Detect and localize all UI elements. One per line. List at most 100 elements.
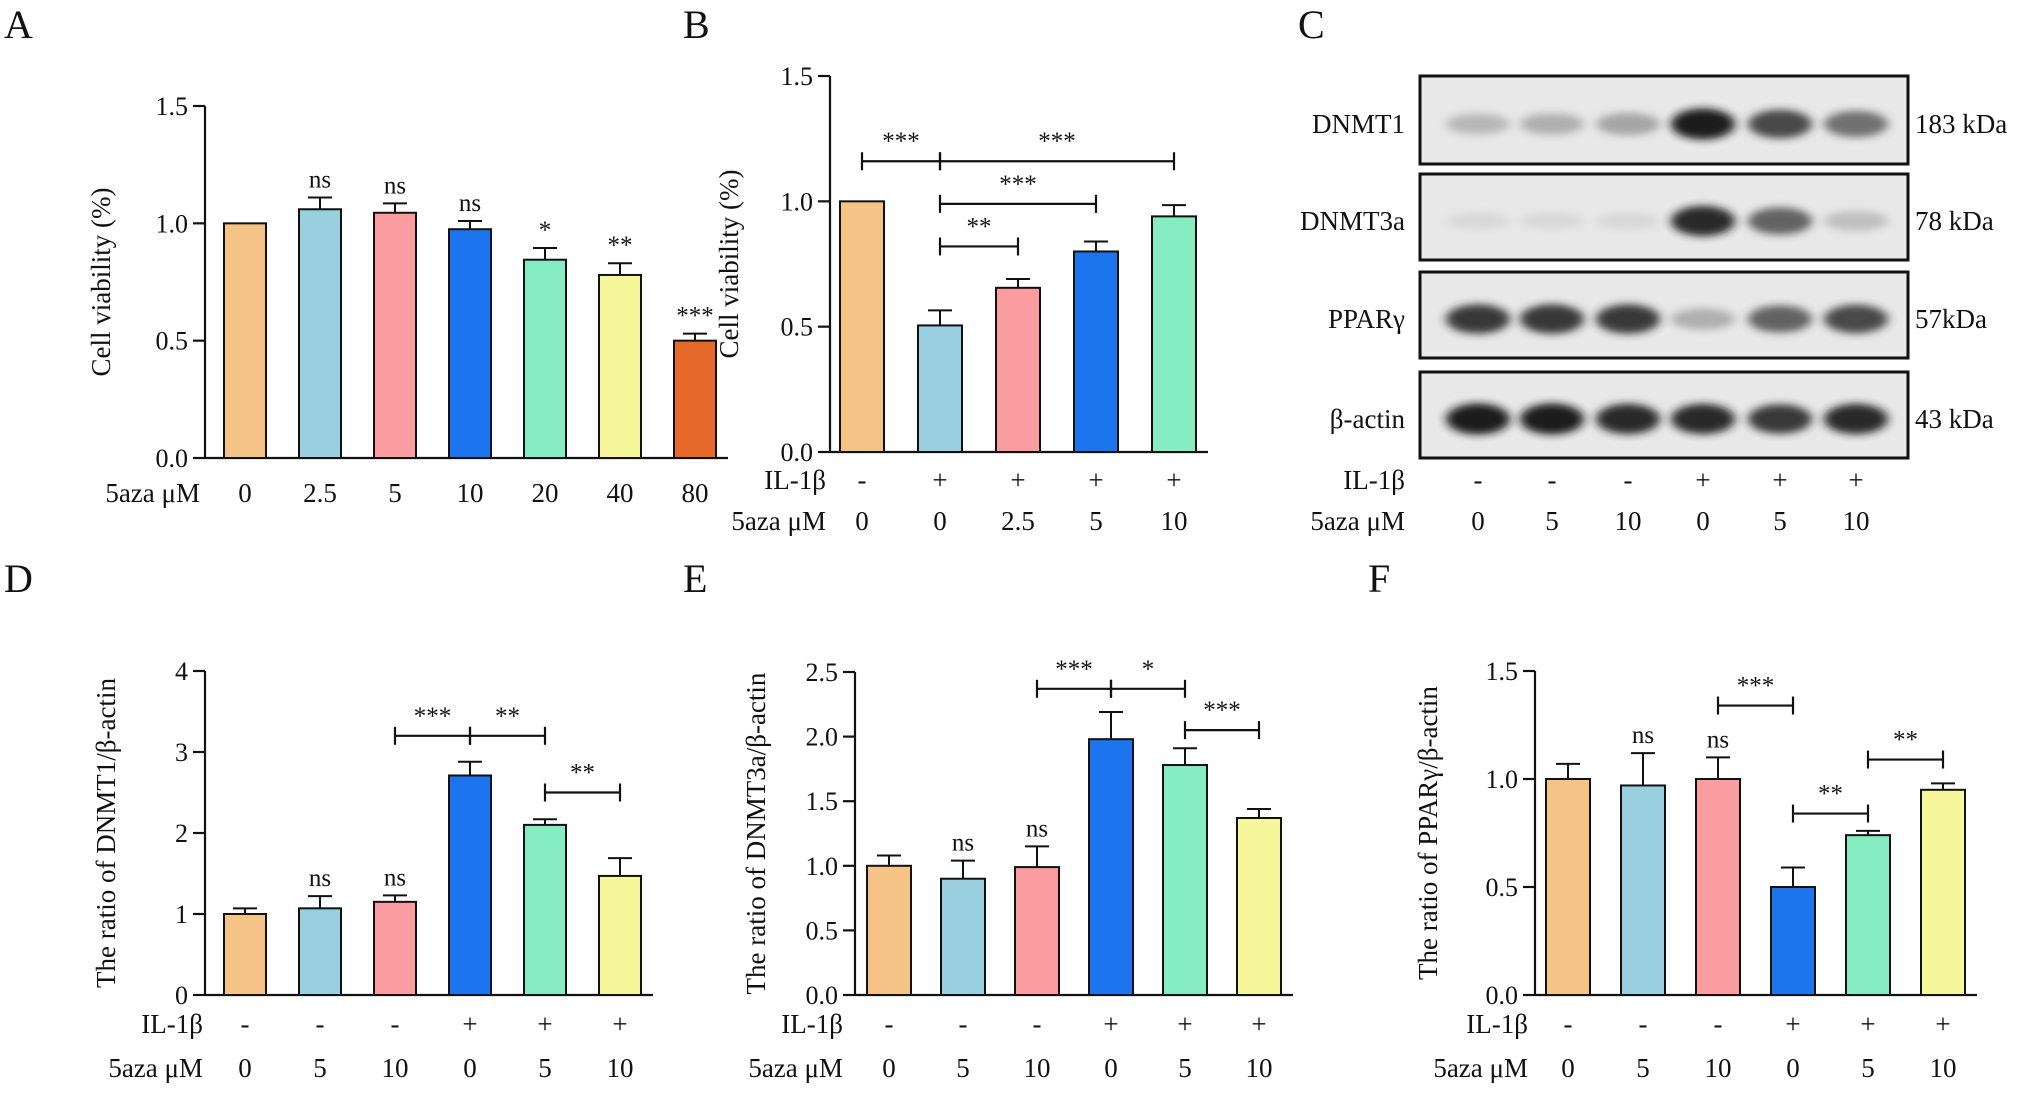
blot-band bbox=[1748, 404, 1812, 434]
bar bbox=[1151, 215, 1197, 453]
blot-band bbox=[1748, 207, 1812, 235]
x-category-label: - bbox=[316, 1009, 325, 1039]
x-category-label: 0 bbox=[933, 506, 947, 536]
x-category-label: 20 bbox=[532, 478, 559, 508]
blot-band bbox=[1748, 109, 1812, 139]
x-category-label: + bbox=[932, 465, 947, 495]
blot-band bbox=[1520, 304, 1584, 334]
blot-lane-label: - bbox=[1624, 465, 1633, 495]
blot-band bbox=[1596, 112, 1660, 136]
y-axis-label: The ratio of DNMT1/β-actin bbox=[91, 678, 121, 988]
bar bbox=[995, 286, 1041, 453]
x-category-label: 10 bbox=[1930, 1053, 1957, 1083]
significance-label: ** bbox=[608, 232, 633, 259]
x-category-label: 0 bbox=[1104, 1053, 1118, 1083]
significance-label: ns bbox=[459, 190, 481, 217]
bracket-label: * bbox=[1142, 656, 1155, 683]
y-tick-label: 0.0 bbox=[156, 444, 189, 473]
significance-label: * bbox=[539, 217, 552, 244]
x-category-label: - bbox=[1714, 1009, 1723, 1039]
y-tick-label: 1.5 bbox=[156, 92, 189, 121]
chart-panel-d: D 0 1 2 3 4 The ratio of DNMT1/β-actin - 0 ns - 5 ns… bbox=[4, 556, 653, 1083]
x-category-label: 2.5 bbox=[303, 478, 337, 508]
bar bbox=[1236, 816, 1282, 996]
bar bbox=[523, 823, 567, 997]
x-row-label: IL-1β bbox=[764, 465, 826, 495]
x-category-label: 80 bbox=[682, 478, 709, 508]
y-axis-label: The ratio of PPARγ/β-actin bbox=[1413, 686, 1443, 980]
x-category-label: 5 bbox=[1178, 1053, 1192, 1083]
bar bbox=[917, 324, 963, 453]
bar bbox=[223, 222, 267, 459]
chart-panel-b: B 0.0 0.5 1.0 1.5 Cell viability (%) - 0 +0 +2.5 +… bbox=[683, 2, 1208, 536]
bar bbox=[940, 877, 986, 996]
panel-letter: B bbox=[683, 2, 710, 47]
significance-label: ns bbox=[309, 865, 331, 892]
y-tick-label: 0.5 bbox=[781, 313, 814, 342]
x-category-label: 10 bbox=[1246, 1053, 1273, 1083]
y-tick-label: 0.5 bbox=[806, 916, 839, 945]
x-category-label: 0 bbox=[855, 506, 869, 536]
blot-band bbox=[1520, 403, 1584, 435]
blot-band bbox=[1671, 205, 1735, 237]
bar bbox=[223, 913, 267, 996]
bar bbox=[598, 874, 642, 996]
x-category-label: 0 bbox=[238, 478, 252, 508]
bracket-label: ** bbox=[495, 703, 520, 730]
bar bbox=[1620, 784, 1666, 996]
x-category-label: - bbox=[241, 1009, 250, 1039]
x-category-label: 0 bbox=[1786, 1053, 1800, 1083]
x-row-label: IL-1β bbox=[141, 1009, 203, 1039]
y-tick-label: 4 bbox=[175, 657, 188, 686]
y-tick-label: 0.5 bbox=[156, 327, 189, 356]
bar bbox=[1845, 834, 1891, 996]
blot-band bbox=[1446, 113, 1510, 135]
panel-letter: E bbox=[683, 556, 707, 601]
bar bbox=[598, 273, 642, 459]
x-category-label: 40 bbox=[607, 478, 634, 508]
x-category-label: - bbox=[1033, 1009, 1042, 1039]
x-category-label: + bbox=[612, 1009, 627, 1039]
bracket-label: ** bbox=[967, 213, 992, 240]
significance-label: ns bbox=[384, 172, 406, 199]
blot-lane-label: 0 bbox=[1696, 506, 1710, 536]
x-row-label: 5aza μM bbox=[748, 1053, 843, 1083]
western-blot-panel: C DNMT1 183 kDa DNMT3a 78 kDa PPARγ 57kDa β-act… bbox=[1298, 2, 2007, 536]
bar bbox=[673, 339, 717, 459]
blot-row-label: 5aza μM bbox=[1310, 506, 1405, 536]
y-tick-label: 1.5 bbox=[1486, 657, 1519, 686]
blot-protein-label: β-actin bbox=[1330, 404, 1406, 434]
x-row-label: 5aza μM bbox=[105, 478, 200, 508]
blot-size-label: 43 kDa bbox=[1915, 404, 1994, 434]
significance-label: ns bbox=[1632, 722, 1654, 749]
y-axis-label: The ratio of DNMT3a/β-actin bbox=[741, 672, 771, 994]
y-tick-label: 0.0 bbox=[1486, 981, 1519, 1010]
x-category-label: 5 bbox=[1636, 1053, 1650, 1083]
x-category-label: 10 bbox=[607, 1053, 634, 1083]
x-category-label: + bbox=[1860, 1009, 1875, 1039]
x-category-label: + bbox=[1785, 1009, 1800, 1039]
bracket-label: *** bbox=[1038, 128, 1076, 155]
bracket-label: *** bbox=[1203, 697, 1241, 724]
x-category-label: 2.5 bbox=[1001, 506, 1035, 536]
x-category-label: 5 bbox=[1089, 506, 1103, 536]
blot-lane-label: - bbox=[1548, 465, 1557, 495]
x-category-label: + bbox=[1010, 465, 1025, 495]
blot-protein-label: DNMT1 bbox=[1312, 109, 1405, 139]
bar bbox=[373, 211, 417, 459]
blot-band bbox=[1748, 305, 1812, 333]
bracket-label: *** bbox=[999, 171, 1037, 198]
bar bbox=[298, 208, 342, 459]
bar bbox=[1695, 778, 1741, 996]
x-category-label: - bbox=[885, 1009, 894, 1039]
y-tick-label: 3 bbox=[175, 738, 188, 767]
bar bbox=[448, 228, 492, 459]
y-tick-label: 1.0 bbox=[156, 209, 189, 238]
y-tick-label: 0 bbox=[175, 981, 188, 1010]
x-category-label: + bbox=[1935, 1009, 1950, 1039]
blot-lane-label: + bbox=[1848, 465, 1863, 495]
y-tick-label: 0.5 bbox=[1486, 873, 1519, 902]
blot-lane-label: 5 bbox=[1545, 506, 1559, 536]
blot-row-label: IL-1β bbox=[1343, 465, 1405, 495]
blot-band bbox=[1671, 403, 1735, 435]
